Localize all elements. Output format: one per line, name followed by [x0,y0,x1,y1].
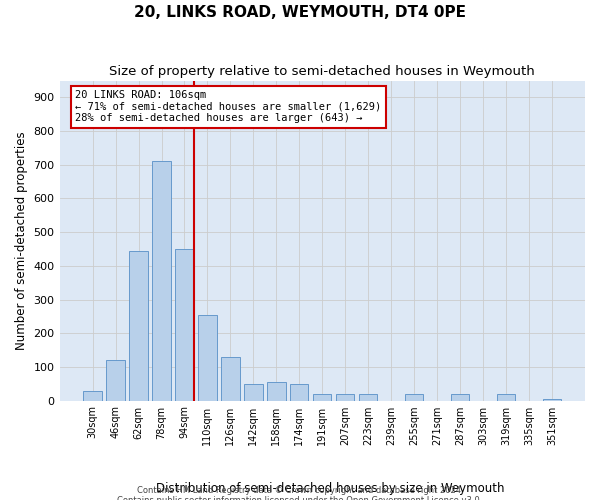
Bar [198,314,217,400]
Bar [497,394,515,400]
Bar [152,162,170,400]
Text: Distribution of semi-detached houses by size in Weymouth: Distribution of semi-detached houses by … [156,482,504,495]
Bar [451,394,469,400]
Bar [175,249,194,400]
Bar [267,382,286,400]
Bar [83,390,102,400]
Title: Size of property relative to semi-detached houses in Weymouth: Size of property relative to semi-detach… [109,65,535,78]
Bar [543,399,561,400]
Bar [221,357,239,401]
Text: 20, LINKS ROAD, WEYMOUTH, DT4 0PE: 20, LINKS ROAD, WEYMOUTH, DT4 0PE [134,5,466,20]
Bar [130,250,148,400]
Bar [106,360,125,401]
Y-axis label: Number of semi-detached properties: Number of semi-detached properties [15,132,28,350]
Bar [244,384,263,400]
Bar [405,394,424,400]
Bar [359,394,377,400]
Bar [290,384,308,400]
Text: 20 LINKS ROAD: 106sqm
← 71% of semi-detached houses are smaller (1,629)
28% of s: 20 LINKS ROAD: 106sqm ← 71% of semi-deta… [76,90,382,124]
Bar [336,394,355,400]
Bar [313,394,331,400]
Text: Contains HM Land Registry data © Crown copyright and database right 2024.
Contai: Contains HM Land Registry data © Crown c… [118,486,482,500]
